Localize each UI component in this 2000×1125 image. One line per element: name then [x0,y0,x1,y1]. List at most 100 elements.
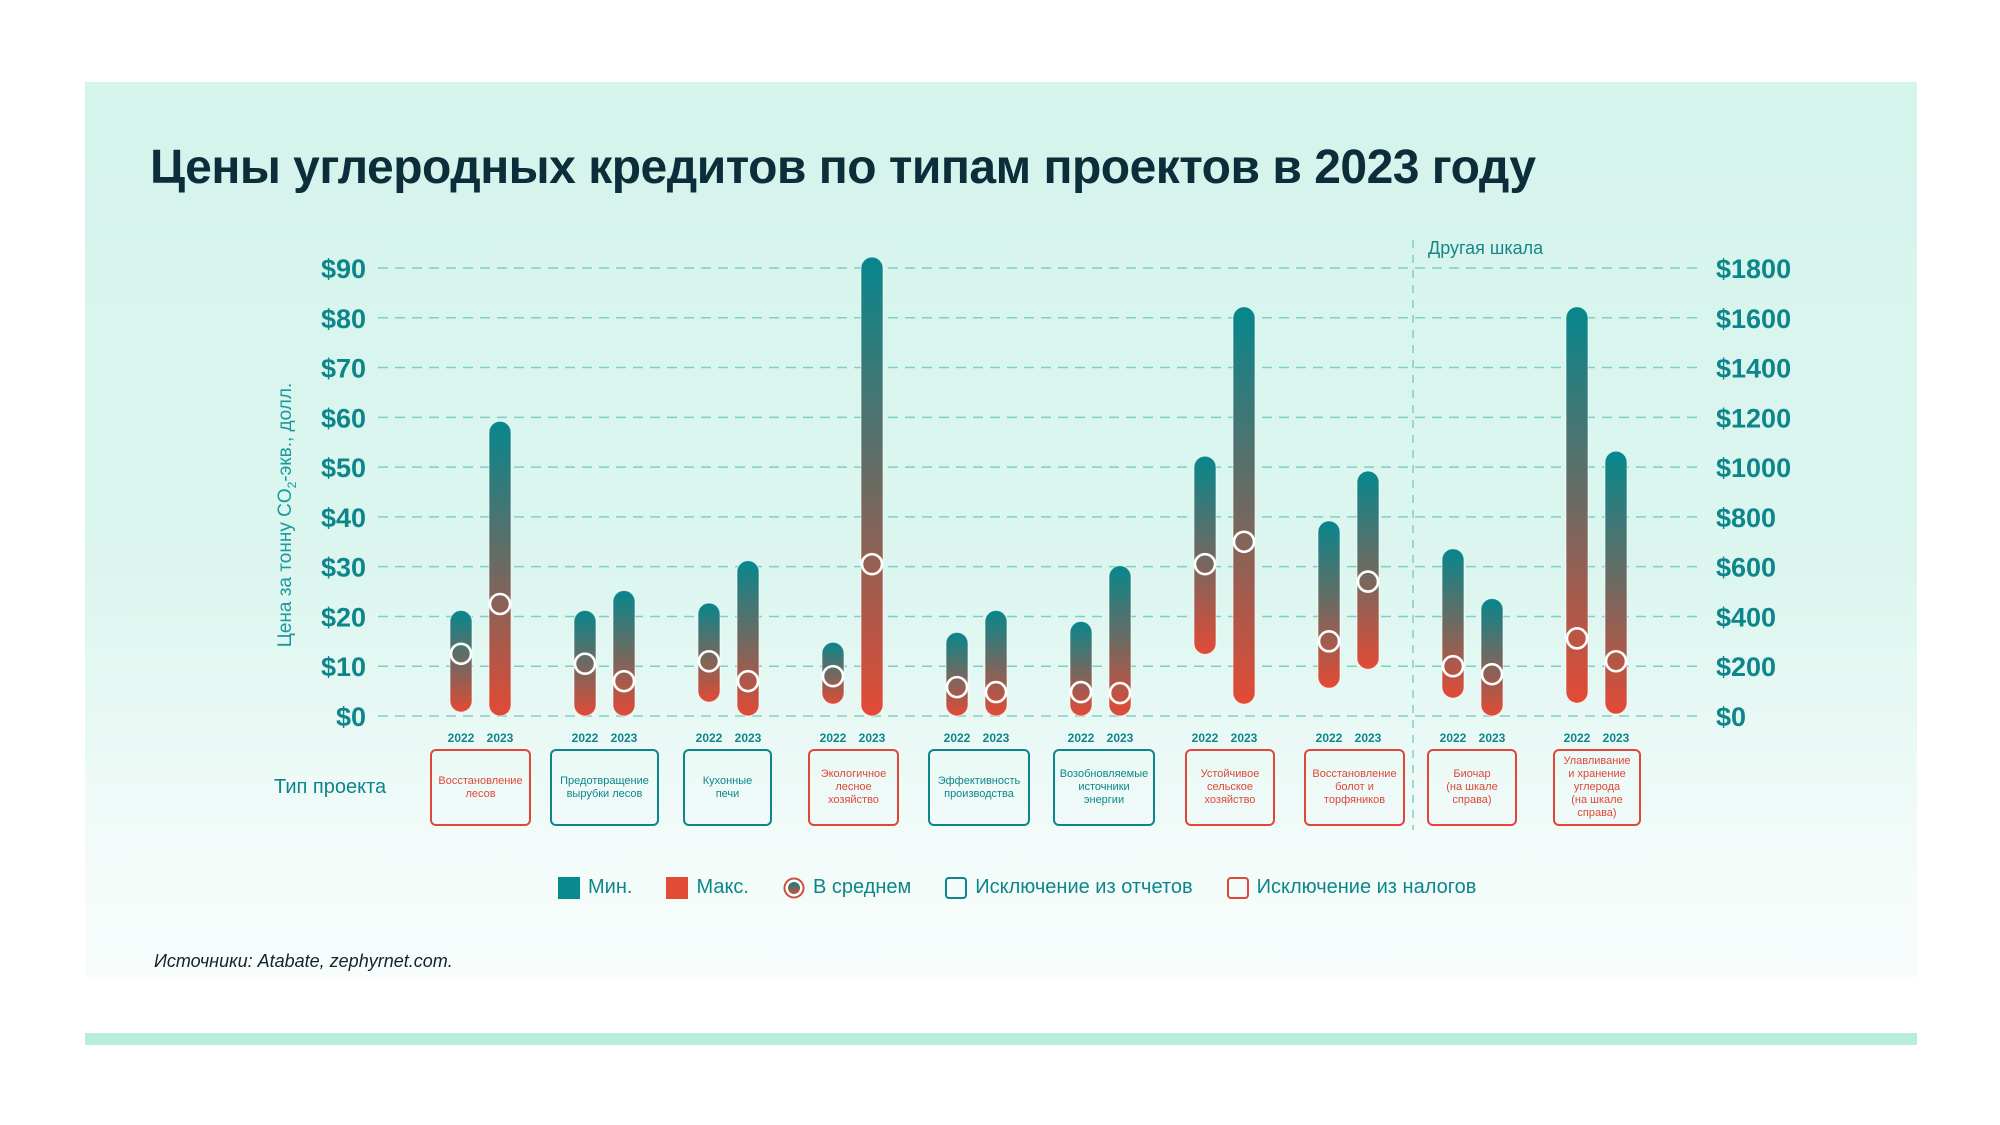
range-bar [1108,565,1132,717]
bottom-band [85,1033,1917,1045]
source-note: Источники: Atabate, zephyrnet.com. [154,951,453,971]
project-type-line: справа) [1577,807,1617,819]
range-bar [984,609,1008,717]
project-type-box: Экологичное лесное хозяйство [808,749,899,826]
project-type-box: Улавливание и хранение углерода (на шкале сп… [1553,749,1641,826]
project-type-box: Возобновляемые источники энергии [1053,749,1155,826]
project-type-text: Улавливание и хранение углерода (на шкале сп… [1563,755,1630,820]
avg-marker [1480,662,1504,686]
year-label: 2023 [1355,731,1382,745]
project-type-text: Возобновляемые источники энергии [1060,768,1149,807]
bar-group [945,609,1008,717]
left-tick-label: $10 [321,652,366,682]
left-tick-label: $70 [321,354,366,384]
avg-marker [1565,627,1589,650]
left-tick-label: $50 [321,453,366,483]
left-tick-label: $60 [321,403,366,433]
project-type-line: хозяйство [828,794,879,806]
project-type-text: Экологичное лесное хозяйство [821,768,887,807]
project-type-text: Восстановление болот и торфяников [1312,768,1396,807]
range-bar [1441,548,1465,699]
legend-item-avg: В среднем [783,876,911,899]
legend-item-report: Исключение из отчетов [945,876,1193,899]
range-bar [1604,450,1628,715]
range-bar [612,590,636,717]
right-tick-label: $200 [1716,652,1776,682]
avg-marker [1356,570,1380,593]
avg-marker [736,669,760,693]
min-swatch [558,876,580,899]
year-label: 2023 [735,731,762,745]
project-type-line: (на шкале [1571,794,1623,806]
avg-marker [1441,654,1465,678]
year-label: 2022 [572,731,599,745]
year-label: 2022 [1564,731,1591,745]
project-type-line: Устойчивое [1200,768,1260,780]
year-label: 2022 [1440,731,1467,745]
right-tick-label: $1600 [1716,304,1791,334]
project-type-line: Кухонные [702,774,753,787]
left-tick-label: $90 [321,254,366,284]
project-type-box: Предотвращение вырубки лесов [550,749,659,826]
project-type-text: Предотвращение вырубки лесов [560,775,649,801]
year-label: 2023 [859,731,886,745]
legend-item-max: Макс. [666,876,749,899]
legend-item-min: Мин. [558,876,632,899]
project-type-line: печи [715,787,740,800]
bar-group [449,420,512,717]
left-tick-label: $20 [321,602,366,632]
project-type-box: Эффективность производства [928,749,1030,826]
project-type-line: источники [1078,781,1130,793]
avg-marker [697,649,721,673]
project-type-line: Улавливание [1563,755,1631,767]
project-type-line: вырубки лесов [566,787,643,800]
project-type-line: Восстановление [438,774,523,787]
avg-circle-icon [783,877,805,898]
project-type-line: справа) [1452,794,1492,806]
year-label: 2022 [1192,731,1219,745]
right-tick-label: $800 [1716,503,1776,533]
project-type-line: хозяйство [1204,794,1256,806]
project-type-box: Устойчивое сельское хозяйство [1185,749,1275,826]
range-bar [1232,306,1256,705]
year-label: 2023 [1603,731,1630,745]
project-type-line: болот и [1335,781,1374,793]
project-type-text: Кухонные печи [703,775,753,801]
left-tick-label: $80 [321,304,366,334]
year-label: 2023 [983,731,1010,745]
project-type-text: Устойчивое сельское хозяйство [1201,768,1260,807]
avg-marker [821,664,845,688]
avg-marker [1193,552,1217,576]
bar-group [697,560,760,717]
project-type-line: торфяников [1323,794,1386,806]
right-tick-label: $1400 [1716,354,1791,384]
year-labels: 2022 2023 2022 2023 2022 2023 2022 2023 2022 2023… [448,731,1630,745]
project-type-box: Восстановление болот и торфяников [1304,749,1405,826]
range-bar [1317,520,1341,689]
year-label: 2023 [611,731,638,745]
right-tick-label: $1800 [1716,254,1791,284]
legend-label-tax: Исключение из налогов [1256,876,1477,898]
project-type-box: Биочар (на шкале справа) [1427,749,1517,826]
avg-marker [984,680,1008,704]
year-label: 2022 [448,731,475,745]
year-label: 2023 [1479,731,1506,745]
left-tick-label: $40 [321,503,366,533]
range-bar [488,420,512,717]
avg-marker [1069,680,1093,704]
year-label: 2023 [1231,731,1258,745]
project-type-box: Кухонные печи [683,749,772,826]
year-label: 2022 [696,731,723,745]
project-type-line: лесное [835,781,872,793]
project-type-line: сельское [1206,781,1254,793]
project-type-line: Биочар [1453,768,1491,780]
right-axis-ticks: $0 $200 $400 $600 $800 $1000 $1200 $1400 $1600 $1… [1716,254,1791,732]
project-type-box: Восстановление лесов [430,749,531,826]
project-type-line: Экологичное [820,768,887,780]
avg-marker [1232,530,1256,554]
legend-label-max: Макс. [696,876,749,898]
range-bar [1565,306,1589,704]
left-tick-label: $30 [321,553,366,583]
bar-group [1069,565,1132,717]
